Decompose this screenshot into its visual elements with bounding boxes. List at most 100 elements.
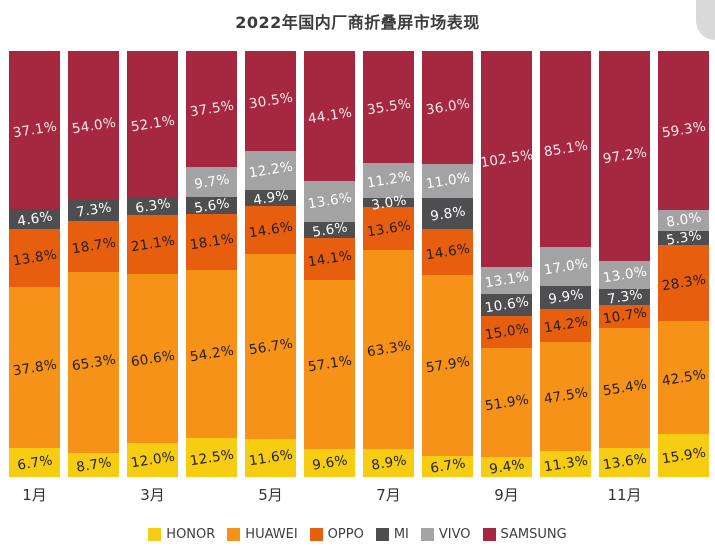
segment-mi: 10.6% bbox=[481, 293, 532, 317]
data-label-vivo: 12.2% bbox=[247, 159, 294, 182]
segment-mi: 4.9% bbox=[245, 188, 296, 209]
data-label-vivo: 11.0% bbox=[424, 169, 471, 193]
data-label-samsung: 44.1% bbox=[306, 104, 353, 128]
segment-vivo: 11.0% bbox=[422, 163, 473, 199]
data-label-oppo: 15.0% bbox=[483, 320, 530, 344]
data-label-huawei: 65.3% bbox=[70, 351, 117, 374]
segment-huawei: 54.2% bbox=[186, 270, 237, 439]
legend-label-honor: HONOR bbox=[166, 527, 216, 542]
data-label-samsung: 52.1% bbox=[129, 112, 176, 136]
chart-title: 2022年国内厂商折叠屏市场表现 bbox=[235, 13, 480, 32]
x-tick-2 bbox=[68, 484, 119, 505]
data-label-oppo: 10.7% bbox=[601, 304, 648, 328]
segment-vivo: 13.6% bbox=[304, 181, 355, 222]
data-label-samsung: 54.0% bbox=[70, 114, 117, 138]
segment-samsung: 35.5% bbox=[363, 51, 414, 163]
x-tick-1: 1月 bbox=[22, 486, 47, 504]
segment-samsung: 85.1% bbox=[540, 51, 591, 247]
segment-honor: 12.0% bbox=[127, 443, 178, 477]
segment-samsung: 59.3% bbox=[658, 51, 709, 210]
legend-swatch-mi bbox=[375, 528, 389, 541]
legend-swatch-oppo bbox=[309, 528, 323, 541]
x-tick-8 bbox=[422, 484, 473, 505]
data-label-oppo: 14.6% bbox=[247, 218, 294, 242]
legend-item-samsung: SAMSUNG bbox=[482, 527, 567, 542]
segment-honor: 9.6% bbox=[304, 448, 355, 477]
data-label-oppo: 14.1% bbox=[306, 247, 353, 271]
segment-oppo: 13.6% bbox=[363, 207, 414, 250]
segment-samsung: 44.1% bbox=[304, 51, 355, 182]
data-label-samsung: 97.2% bbox=[601, 144, 648, 168]
segment-mi: 9.9% bbox=[540, 286, 591, 309]
segment-honor: 9.4% bbox=[481, 456, 532, 478]
data-label-oppo: 14.2% bbox=[542, 313, 589, 337]
data-label-huawei: 60.6% bbox=[129, 347, 176, 370]
data-label-vivo: 8.0% bbox=[664, 209, 703, 231]
segment-oppo: 14.1% bbox=[304, 238, 355, 280]
data-label-mi: 6.3% bbox=[133, 195, 172, 217]
data-label-huawei: 42.5% bbox=[660, 366, 707, 389]
data-label-mi: 5.6% bbox=[192, 195, 231, 217]
data-label-vivo: 13.0% bbox=[601, 263, 648, 287]
data-label-huawei: 63.3% bbox=[365, 338, 412, 361]
legend-swatch-samsung bbox=[482, 528, 496, 541]
legend-item-vivo: VIVO bbox=[420, 527, 471, 542]
segment-oppo: 14.2% bbox=[540, 308, 591, 342]
data-label-huawei: 55.4% bbox=[601, 376, 648, 400]
x-tick-6 bbox=[304, 484, 355, 505]
x-tick-5: 5月 bbox=[258, 486, 283, 504]
bar-month-7: 35.5% 11.2% 3.0% 13.6% 63.3% 8.9% bbox=[363, 51, 414, 477]
segment-mi: 3.0% bbox=[363, 192, 414, 213]
bar-month-9: 102.5% 13.1% 10.6% 15.0% 51.9% 9.4% bbox=[478, 51, 535, 478]
segment-huawei: 37.8% bbox=[9, 287, 60, 449]
segment-mi: 9.8% bbox=[422, 198, 473, 229]
data-label-samsung: 85.1% bbox=[542, 137, 589, 161]
data-label-huawei: 51.9% bbox=[483, 391, 530, 414]
segment-honor: 8.7% bbox=[68, 452, 119, 477]
data-label-samsung: 37.1% bbox=[11, 118, 58, 142]
data-label-mi: 4.6% bbox=[15, 208, 54, 230]
data-label-mi: 10.6% bbox=[483, 293, 530, 317]
segment-honor: 6.7% bbox=[422, 456, 473, 477]
segment-oppo: 14.6% bbox=[422, 228, 473, 275]
x-tick-3: 3月 bbox=[140, 486, 165, 504]
segment-vivo: 12.2% bbox=[245, 150, 296, 191]
data-label-honor: 12.5% bbox=[188, 446, 235, 469]
segment-huawei: 55.4% bbox=[599, 327, 650, 448]
segment-vivo: 11.2% bbox=[363, 162, 414, 198]
x-tick-7: 7月 bbox=[376, 486, 401, 504]
legend-swatch-honor bbox=[148, 528, 162, 541]
data-label-huawei: 57.1% bbox=[306, 352, 353, 376]
segment-oppo: 13.8% bbox=[9, 228, 60, 288]
segment-samsung: 37.1% bbox=[9, 51, 60, 210]
data-label-honor: 13.6% bbox=[601, 450, 648, 474]
segment-honor: 11.3% bbox=[540, 450, 591, 477]
segment-oppo: 28.3% bbox=[658, 245, 709, 321]
segment-huawei: 65.3% bbox=[68, 272, 119, 453]
legend-item-mi: MI bbox=[375, 527, 409, 542]
segment-oppo: 21.1% bbox=[127, 214, 178, 274]
data-label-samsung: 35.5% bbox=[365, 95, 412, 119]
data-label-oppo: 18.1% bbox=[188, 231, 235, 254]
data-label-samsung: 102.5% bbox=[478, 146, 535, 171]
data-label-honor: 9.4% bbox=[487, 456, 526, 478]
data-label-vivo: 9.7% bbox=[192, 171, 231, 193]
segment-huawei: 51.9% bbox=[481, 348, 532, 458]
data-label-mi: 7.3% bbox=[74, 199, 113, 222]
data-label-honor: 12.0% bbox=[129, 448, 176, 472]
data-label-mi: 9.8% bbox=[428, 202, 467, 225]
data-label-huawei: 37.8% bbox=[11, 356, 58, 380]
corner-overlay-widget bbox=[696, 0, 715, 40]
segment-mi: 4.6% bbox=[9, 208, 60, 230]
bar-month-4: 37.5% 9.7% 5.6% 18.1% 54.2% 12.5% bbox=[186, 51, 237, 477]
segment-oppo: 18.1% bbox=[186, 214, 237, 271]
data-label-honor: 15.9% bbox=[660, 444, 707, 468]
segment-mi: 5.6% bbox=[304, 219, 355, 241]
x-axis-tick-labels: 1月 3月 5月 7月 9月 11月 bbox=[9, 484, 709, 505]
bar-month-1: 37.1% 4.6% 13.8% 37.8% 6.7% bbox=[9, 51, 60, 477]
data-label-oppo: 13.8% bbox=[11, 246, 58, 270]
legend: HONOR HUAWEI OPPO MI VIVO SAMSUNG bbox=[0, 527, 715, 542]
data-label-vivo: 13.1% bbox=[483, 269, 530, 292]
bar-month-6: 44.1% 13.6% 5.6% 14.1% 57.1% 9.6% bbox=[304, 51, 355, 477]
x-tick-4 bbox=[186, 484, 237, 505]
